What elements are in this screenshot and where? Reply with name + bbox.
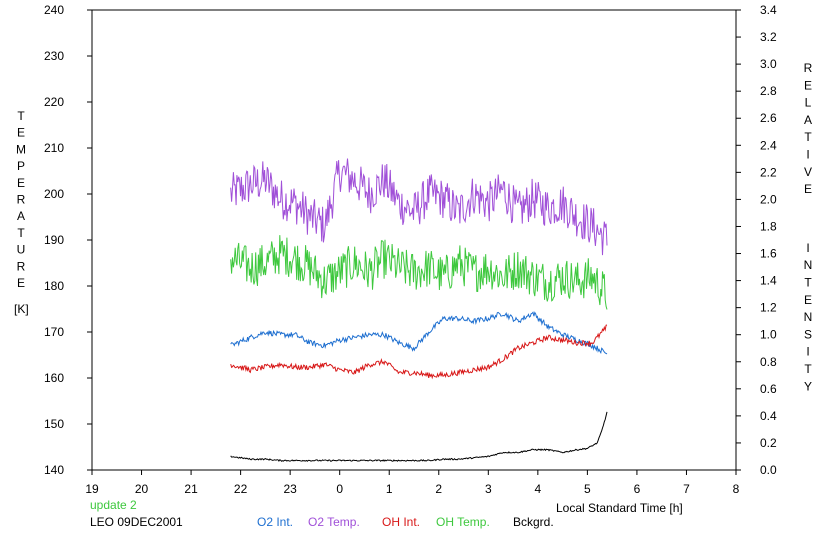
- legend-item-o2-int: O2 Int.: [257, 515, 293, 529]
- axis-label-letter: Y: [804, 379, 812, 393]
- axis-label-letter: R: [17, 259, 26, 273]
- x-tick-label: 5: [584, 482, 591, 496]
- axis-label-letter: R: [804, 61, 813, 75]
- axis-label-letter: E: [804, 293, 812, 307]
- axis-label-letter: V: [804, 165, 812, 179]
- x-tick-label: 20: [135, 482, 149, 496]
- x-tick-label: 3: [485, 482, 492, 496]
- y-tick-label-right: 2.0: [760, 192, 777, 206]
- y-tick-label-right: 2.4: [760, 138, 777, 152]
- y-tick-label-right: 2.8: [760, 84, 777, 98]
- y-tick-label-left: 180: [44, 279, 64, 293]
- y-tick-label-left: 140: [44, 463, 64, 477]
- axis-label-letter: N: [804, 258, 813, 272]
- station-label: LEO 09DEC2001: [90, 515, 183, 529]
- x-tick-label: 7: [683, 482, 690, 496]
- series-line-oh-temp: [230, 235, 608, 310]
- legend-item-bckgrd: Bckgrd.: [513, 515, 554, 529]
- legend: O2 Int. O2 Temp. OH Int. OH Temp. Bckgrd.: [257, 515, 554, 529]
- y-tick-label-left: 200: [44, 187, 64, 201]
- axis-label-letter: T: [804, 362, 812, 376]
- x-tick-label: 0: [336, 482, 343, 496]
- y-tick-label-left: 190: [44, 233, 64, 247]
- axis-label-letter: I: [806, 345, 809, 359]
- y-tick-label-left: 240: [44, 3, 64, 17]
- y-tick-label-right: 0.4: [760, 409, 777, 423]
- axis-label-letter: T: [17, 109, 25, 123]
- y-tick-label-right: 1.4: [760, 274, 777, 288]
- y-tick-label-right: 3.0: [760, 57, 777, 71]
- y-tick-label-left: 150: [44, 417, 64, 431]
- x-tick-label: 22: [234, 482, 248, 496]
- axis-label-letter: E: [17, 176, 25, 190]
- y-tick-label-right: 1.2: [760, 301, 777, 315]
- axis-label-letter: U: [17, 243, 26, 257]
- x-tick-label: 2: [435, 482, 442, 496]
- axis-label-letter: T: [17, 226, 25, 240]
- axis-label-letter: E: [17, 126, 25, 140]
- x-tick-label: 1: [386, 482, 393, 496]
- y-tick-label-right: 3.2: [760, 30, 777, 44]
- x-axis: 19 20 21 22 23 0 1 2 3 4 5 6 7 8: [85, 470, 740, 496]
- y-tick-label-right: 1.0: [760, 328, 777, 342]
- axis-label-letter: P: [17, 159, 25, 173]
- axis-label-letter: S: [804, 327, 812, 341]
- update-label: update 2: [90, 498, 137, 512]
- legend-item-oh-temp: OH Temp.: [436, 515, 490, 529]
- x-tick-label: 21: [184, 482, 198, 496]
- series-line-o2-temp: [230, 158, 608, 256]
- axis-label-letter: L: [805, 96, 812, 110]
- axis-label-letter: M: [16, 142, 26, 156]
- legend-item-o2-temp: O2 Temp.: [308, 515, 360, 529]
- x-tick-label: 4: [535, 482, 542, 496]
- y-tick-label-right: 0.2: [760, 436, 777, 450]
- x-tick-label: 19: [85, 482, 99, 496]
- y-tick-label-right: 3.4: [760, 3, 777, 17]
- series-layer: [230, 158, 608, 462]
- x-tick-label: 23: [283, 482, 297, 496]
- axis-label-letter: I: [806, 148, 809, 162]
- plot-frame: [91, 9, 737, 471]
- y-tick-label-left: 220: [44, 95, 64, 109]
- axis-label-letter: E: [804, 182, 812, 196]
- series-line-oh-int: [230, 324, 608, 380]
- series-line-o2-int: [230, 311, 608, 355]
- x-axis-label: Local Standard Time [h]: [556, 501, 683, 515]
- y-axis-unit-left: [K]: [14, 302, 29, 316]
- axis-label-letter: E: [804, 78, 812, 92]
- axis-label-letter: N: [804, 310, 813, 324]
- left-axis: 140 150 160 170 180 190 200 210 220 230 240: [44, 3, 92, 477]
- legend-item-oh-int: OH Int.: [382, 515, 420, 529]
- axis-label-letter: A: [17, 209, 25, 223]
- axis-label-letter: A: [804, 113, 812, 127]
- right-axis: 0.0 0.2 0.4 0.6 0.8 1.0 1.2 1.4 1.6 1.8 2.0 2.2 2.4 2…: [736, 3, 777, 477]
- axis-label-letter: T: [804, 130, 812, 144]
- y-tick-label-left: 170: [44, 325, 64, 339]
- series-line-bckgrd: [230, 411, 608, 462]
- y-tick-label-right: 2.6: [760, 111, 777, 125]
- y-tick-label-left: 230: [44, 49, 64, 63]
- y-tick-label-right: 1.8: [760, 219, 777, 233]
- y-tick-label-right: 0.6: [760, 382, 777, 396]
- x-tick-label: 6: [634, 482, 641, 496]
- x-tick-label: 8: [733, 482, 740, 496]
- y-tick-label-right: 0.0: [760, 463, 777, 477]
- y-tick-label-left: 160: [44, 371, 64, 385]
- y-tick-label-right: 2.2: [760, 165, 777, 179]
- axis-label-letter: E: [17, 276, 25, 290]
- y-tick-label-right: 1.6: [760, 247, 777, 261]
- y-tick-label-left: 210: [44, 141, 64, 155]
- axis-label-letter: R: [17, 193, 26, 207]
- axis-label-letter: T: [804, 276, 812, 290]
- y-tick-label-right: 0.8: [760, 355, 777, 369]
- axis-label-letter: I: [806, 241, 809, 255]
